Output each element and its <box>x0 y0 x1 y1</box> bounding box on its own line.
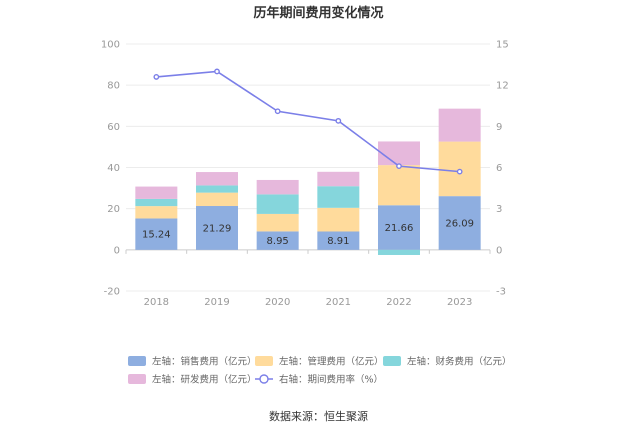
right-tick-label: 3 <box>496 204 502 215</box>
legend: 左轴：销售费用（亿元） 左轴：管理费用（亿元） 左轴：财务费用（亿元） 左轴：研发费用… <box>128 356 512 386</box>
x-tick-label: 2022 <box>386 297 411 308</box>
bar-2-2019 <box>196 185 238 193</box>
legend-label: 左轴：管理费用（亿元） <box>279 356 384 368</box>
bar-0-2022 <box>378 205 420 250</box>
bar-data-label: 21.66 <box>385 223 414 234</box>
right-tick-label: 6 <box>496 163 502 174</box>
x-tick-label: 2018 <box>144 297 169 308</box>
bar-3-2023 <box>438 108 481 142</box>
rate-point-2020 <box>274 108 281 115</box>
rate-point-2023 <box>456 168 463 175</box>
rate-point-2021 <box>335 117 342 124</box>
x-tick-label: 2019 <box>204 297 229 308</box>
right-tick-label: 12 <box>496 81 509 92</box>
bar-data-labels: 15.24 21.29 8.95 8.91 21.66 26.09 <box>142 218 474 247</box>
left-tick-label: -20 <box>104 287 120 298</box>
bar-0-2021 <box>317 231 360 250</box>
right-axis: -3 0 3 6 9 12 15 <box>496 40 509 298</box>
bar-1-2021 <box>317 207 360 232</box>
source-note: 数据来源：恒生聚源 <box>269 409 368 423</box>
left-tick-label: 20 <box>107 204 120 215</box>
line-series <box>153 68 463 175</box>
x-tick-label: 2021 <box>326 297 351 308</box>
bar-1-2020 <box>256 213 299 232</box>
x-axis: 2018 2019 2020 2021 2022 2023 <box>125 249 491 308</box>
bar-3-2018 <box>135 186 178 199</box>
bar-data-label: 15.24 <box>142 230 171 241</box>
rate-point-2019 <box>214 68 220 75</box>
bar-1-2022 <box>378 165 420 206</box>
left-tick-label: 100 <box>101 40 120 51</box>
legend-label: 左轴：销售费用（亿元） <box>152 356 257 368</box>
x-tick-label: 2023 <box>447 297 472 308</box>
right-tick-label: 0 <box>496 245 502 256</box>
legend-swatch <box>255 356 273 366</box>
rate-point-2018 <box>153 74 160 80</box>
legend-swatch <box>128 374 146 384</box>
bar-0-2020 <box>256 231 299 250</box>
right-tick-label: 9 <box>496 122 502 133</box>
bar-3-2020 <box>256 179 299 195</box>
bar-data-label: 21.29 <box>203 223 232 234</box>
bar-0-2019 <box>196 206 238 250</box>
rate-line <box>156 70 460 173</box>
bar-data-label: 8.91 <box>327 236 349 247</box>
bar-3-2021 <box>317 171 360 187</box>
legend-point-marker <box>259 374 269 384</box>
legend-label: 右轴：期间费用率（%） <box>279 374 383 386</box>
x-tick-label: 2020 <box>265 297 290 308</box>
left-tick-label: 80 <box>107 81 120 92</box>
legend-label: 左轴：研发费用（亿元） <box>152 374 257 386</box>
bar-2-2020 <box>256 194 299 214</box>
left-tick-label: 60 <box>107 122 120 133</box>
left-axis: -20 0 20 40 60 80 100 <box>101 40 120 298</box>
chart-title: 历年期间费用变化情况 <box>253 5 383 21</box>
legend-label: 左轴：财务费用（亿元） <box>407 356 512 368</box>
bar-2-2021 <box>317 186 360 208</box>
right-tick-label: -3 <box>496 287 506 298</box>
bar-data-label: 26.09 <box>445 218 474 229</box>
rate-point-2022 <box>396 163 402 170</box>
bar-3-2022 <box>378 141 420 166</box>
bar-3-2019 <box>196 172 238 186</box>
bar-2-2018 <box>135 198 178 207</box>
gridlines <box>126 43 490 292</box>
right-tick-label: 15 <box>496 40 509 51</box>
bar-0-2018 <box>135 218 178 250</box>
left-tick-label: 40 <box>107 163 120 174</box>
bar-data-label: 8.95 <box>267 236 289 247</box>
left-tick-label: 0 <box>114 245 120 256</box>
bar-0-2023 <box>438 196 481 250</box>
bar-1-2019 <box>196 192 238 207</box>
bar-2-2022 <box>378 249 420 255</box>
legend-swatch <box>128 356 146 366</box>
bar-1-2018 <box>135 206 178 219</box>
bar-series <box>135 108 481 255</box>
legend-swatch <box>383 356 401 366</box>
